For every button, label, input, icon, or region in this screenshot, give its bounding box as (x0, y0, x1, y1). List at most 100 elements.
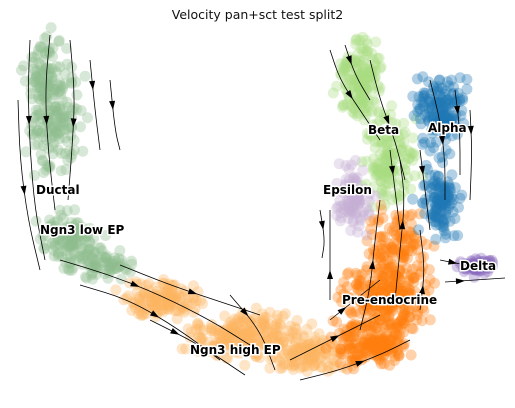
cell-point (374, 336, 386, 348)
cell-point (48, 124, 59, 136)
cell-point (351, 189, 363, 201)
cell-point (424, 169, 436, 181)
cell-point (391, 329, 403, 341)
cell-point (303, 351, 315, 363)
cell-point (368, 162, 380, 174)
cell-point (121, 264, 133, 276)
cell-point (370, 300, 382, 312)
cell-point (437, 113, 449, 125)
cell-point (87, 253, 99, 264)
cell-point (333, 158, 345, 170)
cell-point (343, 267, 355, 279)
cell-point (51, 105, 63, 117)
cell-point (331, 202, 343, 214)
cell-point (383, 147, 395, 159)
cell-point (394, 139, 406, 151)
cell-point (66, 234, 78, 246)
cell-point (384, 316, 396, 328)
cell-point (350, 55, 362, 67)
cell-point (114, 261, 126, 272)
cell-point (118, 294, 130, 306)
cell-point (354, 84, 366, 96)
cell-point (471, 259, 483, 271)
cell-point (64, 240, 76, 252)
cell-point (378, 298, 390, 310)
cell-point (53, 36, 65, 47)
cell-point (291, 344, 303, 356)
cell-point (402, 306, 414, 318)
cell-point (51, 109, 62, 121)
cell-point (383, 299, 394, 311)
cell-point (418, 305, 430, 316)
cell-point (61, 135, 73, 147)
cell-point (384, 294, 396, 306)
cell-point (378, 163, 390, 175)
cell-point (423, 93, 435, 105)
cell-point (100, 251, 111, 263)
cell-point (245, 334, 257, 346)
cell-point (352, 194, 364, 206)
cell-point (438, 218, 450, 230)
cell-point (29, 139, 41, 151)
cell-point (103, 260, 115, 272)
cell-point (402, 296, 414, 308)
cell-point (223, 338, 235, 350)
cell-point (54, 85, 66, 97)
cell-point (370, 292, 382, 303)
cell-point (438, 91, 450, 103)
cell-point (278, 348, 290, 360)
cell-point (419, 109, 431, 121)
cell-point (354, 341, 366, 352)
cell-point (261, 326, 273, 338)
cell-point (32, 82, 43, 93)
cell-point (335, 58, 347, 70)
cell-point (430, 216, 442, 228)
cell-point (440, 208, 451, 220)
cell-point (28, 112, 40, 123)
cell-point (45, 105, 56, 116)
cell-point (459, 257, 471, 269)
cell-point (70, 232, 82, 244)
cell-point (422, 115, 434, 127)
cell-point (283, 348, 295, 360)
cell-point (96, 245, 108, 257)
cell-point (55, 165, 67, 177)
cell-point (65, 241, 77, 252)
cell-point (192, 330, 204, 342)
cell-point (178, 289, 190, 301)
cell-point (106, 264, 117, 276)
cell-point (62, 263, 74, 275)
cell-point (350, 207, 361, 219)
cell-point (395, 246, 407, 258)
cell-point (340, 79, 352, 91)
cell-point (256, 337, 268, 349)
cell-point (35, 76, 47, 88)
cell-point (406, 245, 418, 257)
cell-point (223, 338, 235, 350)
cell-point (40, 62, 52, 74)
cell-point (190, 295, 202, 307)
cell-point (419, 136, 430, 148)
cell-point (350, 155, 361, 166)
cell-point (483, 258, 494, 270)
cell-point (298, 332, 310, 344)
cell-point (158, 278, 170, 289)
cell-point (359, 300, 371, 312)
cell-point (42, 74, 54, 85)
cell-point (354, 93, 366, 105)
cell-point (32, 44, 44, 56)
cell-point (434, 115, 446, 127)
cell-point (369, 335, 381, 346)
cell-point (162, 287, 173, 299)
cell-point (423, 264, 435, 276)
cell-point (264, 362, 276, 374)
cell-point (347, 205, 359, 217)
cell-point (385, 335, 397, 347)
cell-point (307, 354, 319, 366)
cell-point (367, 342, 379, 354)
cell-point (362, 337, 374, 349)
cell-point (62, 110, 74, 122)
cell-point (301, 323, 313, 335)
cell-point (353, 190, 364, 201)
